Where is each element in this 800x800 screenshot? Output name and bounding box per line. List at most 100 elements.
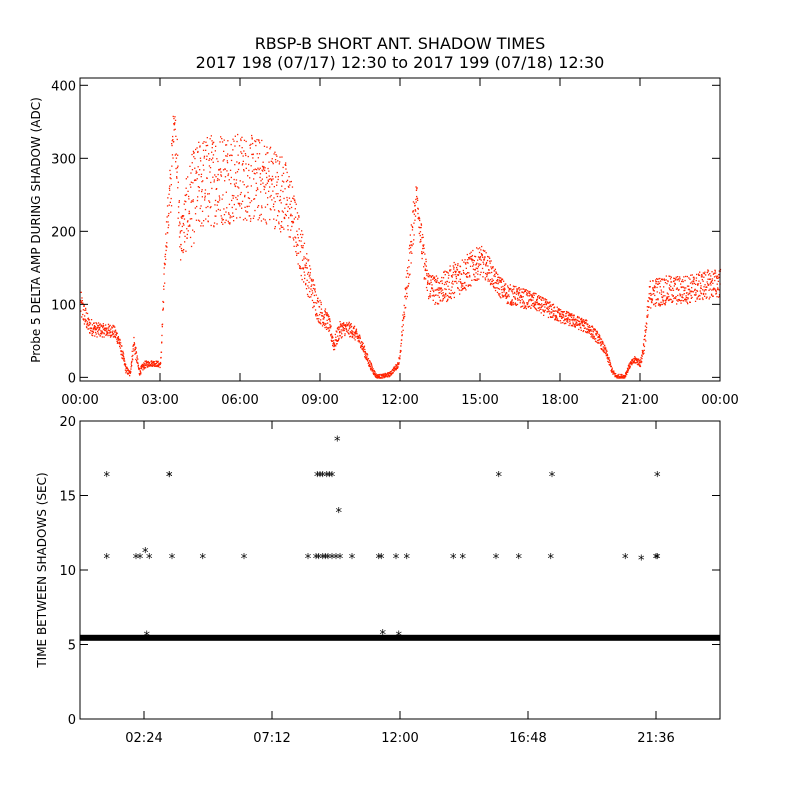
amplitude-point	[466, 253, 468, 256]
amplitude-point	[662, 295, 664, 297]
amplitude-point	[484, 250, 486, 252]
amplitude-point	[533, 303, 535, 305]
amplitude-point	[563, 320, 565, 322]
amplitude-point	[271, 179, 273, 181]
amplitude-point	[291, 186, 294, 188]
amplitude-point	[633, 361, 635, 363]
amplitude-point	[252, 153, 254, 155]
amplitude-point	[326, 314, 329, 317]
amplitude-point	[185, 250, 187, 252]
amplitude-point	[590, 333, 593, 335]
amplitude-point	[230, 176, 232, 179]
amplitude-point	[413, 234, 415, 236]
amplitude-point	[454, 263, 457, 266]
amplitude-point	[447, 272, 449, 274]
shadow-interval-point: *	[326, 470, 333, 485]
amplitude-point	[140, 372, 142, 374]
amplitude-point	[217, 160, 219, 163]
amplitude-point	[146, 362, 148, 364]
amplitude-point	[180, 247, 183, 250]
amplitude-point	[166, 246, 168, 248]
amplitude-point	[177, 165, 179, 167]
amplitude-point	[525, 306, 527, 308]
shadow-interval-point: *	[169, 552, 176, 567]
amplitude-point	[239, 205, 241, 207]
amplitude-point	[604, 344, 606, 347]
amplitude-point	[502, 296, 505, 298]
amplitude-point	[513, 291, 516, 294]
amplitude-point	[198, 220, 201, 222]
amplitude-point	[114, 326, 116, 328]
amplitude-point	[212, 176, 214, 178]
amplitude-point	[647, 314, 649, 316]
amplitude-point	[710, 293, 713, 295]
amplitude-point	[480, 259, 482, 261]
amplitude-point	[571, 314, 573, 317]
amplitude-point	[403, 311, 405, 313]
amplitude-point	[704, 289, 707, 291]
amplitude-point	[251, 153, 253, 156]
amplitude-point	[199, 145, 201, 147]
amplitude-point	[553, 306, 556, 308]
amplitude-point	[195, 219, 198, 221]
amplitude-point	[434, 294, 436, 296]
amplitude-point	[501, 279, 503, 281]
amplitude-point	[426, 289, 428, 291]
amplitude-point	[217, 178, 219, 180]
amplitude-point	[609, 361, 611, 364]
amplitude-point	[429, 283, 431, 285]
amplitude-point	[685, 295, 687, 297]
amplitude-point	[692, 283, 694, 285]
amplitude-point	[590, 336, 592, 338]
amplitude-point	[561, 311, 563, 313]
amplitude-point	[685, 275, 687, 278]
amplitude-point	[297, 263, 299, 265]
amplitude-point	[223, 208, 225, 210]
amplitude-point	[698, 294, 700, 297]
amplitude-point	[333, 341, 335, 344]
amplitude-point	[253, 178, 255, 180]
shadow-interval-point: *	[166, 470, 173, 485]
amplitude-point	[458, 289, 460, 291]
amplitude-point	[294, 236, 296, 238]
amplitude-point	[568, 324, 570, 327]
amplitude-point	[291, 220, 293, 223]
amplitude-point	[257, 157, 259, 159]
amplitude-point	[280, 226, 283, 228]
amplitude-point	[341, 326, 344, 328]
amplitude-point	[655, 299, 657, 301]
amplitude-point	[235, 208, 237, 210]
amplitude-point	[681, 279, 684, 281]
amplitude-point	[364, 351, 366, 353]
amplitude-point	[472, 249, 474, 252]
amplitude-point	[524, 307, 526, 309]
amplitude-point	[672, 300, 674, 302]
amplitude-point	[636, 359, 638, 361]
amplitude-point	[119, 347, 122, 349]
amplitude-point	[202, 142, 204, 144]
amplitude-point	[365, 352, 367, 354]
amplitude-point	[394, 369, 397, 371]
amplitude-point	[348, 328, 351, 330]
amplitude-point	[620, 377, 622, 379]
amplitude-point	[86, 326, 88, 329]
amplitude-point	[583, 330, 585, 332]
amplitude-point	[554, 318, 556, 320]
amplitude-point	[654, 287, 656, 289]
amplitude-point	[80, 301, 83, 303]
amplitude-point	[704, 295, 706, 297]
amplitude-point	[143, 363, 146, 365]
amplitude-point	[311, 280, 313, 282]
amplitude-point	[660, 289, 662, 291]
amplitude-point	[196, 147, 198, 149]
amplitude-point	[329, 327, 332, 329]
amplitude-point	[358, 337, 360, 339]
amplitude-point	[350, 323, 352, 325]
amplitude-point	[112, 330, 114, 332]
amplitude-point	[160, 362, 162, 364]
amplitude-point	[190, 201, 192, 203]
amplitude-point	[424, 264, 426, 266]
amplitude-point	[453, 296, 455, 299]
amplitude-point	[646, 315, 648, 317]
amplitude-point	[297, 244, 299, 246]
